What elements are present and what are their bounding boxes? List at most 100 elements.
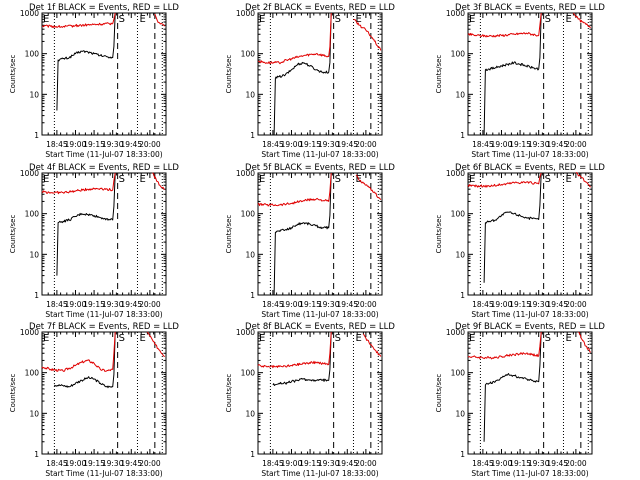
y-axis-label: Counts/sec <box>435 215 443 254</box>
x-tick-label: 19:00 <box>65 300 87 309</box>
x-tick-label: 18:45 <box>262 459 284 468</box>
plot-frame <box>257 172 383 296</box>
lld-series-line <box>257 331 332 369</box>
plot-frame <box>467 12 593 136</box>
plot-frame <box>41 172 167 296</box>
x-tick-label: 19:45 <box>120 140 142 149</box>
y-tick-label: 10 <box>29 409 39 418</box>
panel-title: Det 7f BLACK = Events, RED = LLD <box>29 322 179 332</box>
lld-series-line <box>257 12 332 65</box>
event-marker-s: S <box>545 14 551 25</box>
plot-frame <box>41 331 167 455</box>
lld-series-line <box>467 172 542 188</box>
x-tick-label: 19:30 <box>102 459 124 468</box>
y-axis-label: Counts/sec <box>225 374 233 413</box>
y-axis-label: Counts/sec <box>225 55 233 94</box>
x-tick-label: 19:15 <box>83 140 105 149</box>
y-tick-label: 10 <box>245 409 255 418</box>
lld-series-line <box>467 331 542 360</box>
event-marker-e: E <box>43 14 49 25</box>
event-marker-s: S <box>335 14 341 25</box>
x-tick-label: 19:30 <box>528 300 550 309</box>
events-series-line <box>483 12 542 136</box>
x-tick-label: 19:00 <box>281 300 303 309</box>
detector-panel-2: Det 2f BLACK = Events, RED = LLD 1 10 100 10… <box>225 3 395 159</box>
event-marker-e: E <box>43 333 49 344</box>
x-tick-label: 19:15 <box>299 300 321 309</box>
lld-series-line <box>257 172 332 207</box>
x-tick-label: 18:45 <box>46 140 68 149</box>
x-axis-label: Start Time (11-Jul-07 18:33:00) <box>45 469 162 478</box>
plot-frame <box>467 331 593 455</box>
x-tick-label: 20:00 <box>139 140 161 149</box>
x-tick-label: 18:45 <box>472 300 494 309</box>
y-tick-label: 1000 <box>446 169 465 178</box>
panel-title: Det 8f BLACK = Events, RED = LLD <box>245 322 395 332</box>
detector-panel-6: Det 6f BLACK = Events, RED = LLD 1 10 100 10… <box>435 163 605 319</box>
detector-panel-8: Det 8f BLACK = Events, RED = LLD 1 10 100 10… <box>225 322 395 478</box>
y-tick-label: 1 <box>34 291 39 300</box>
y-tick-label: 10 <box>29 90 39 99</box>
event-marker-e: E <box>565 333 571 344</box>
x-axis-label: Start Time (11-Jul-07 18:33:00) <box>261 310 378 319</box>
x-tick-label: 18:45 <box>46 459 68 468</box>
x-axis-label: Start Time (11-Jul-07 18:33:00) <box>45 150 162 159</box>
plot-frame <box>467 172 593 296</box>
event-marker-s: S <box>545 174 551 185</box>
events-series-line <box>273 172 332 296</box>
x-axis-label: Start Time (11-Jul-07 18:33:00) <box>471 150 588 159</box>
x-tick-label: 20:00 <box>355 459 377 468</box>
y-tick-label: 100 <box>241 50 256 59</box>
event-marker-e: E <box>355 333 361 344</box>
lld-series-line <box>355 174 382 201</box>
y-tick-label: 1000 <box>236 169 255 178</box>
lld-series-line <box>467 12 542 38</box>
x-tick-label: 20:00 <box>139 300 161 309</box>
x-tick-label: 18:45 <box>472 459 494 468</box>
x-tick-label: 19:15 <box>83 459 105 468</box>
y-tick-label: 1 <box>250 291 255 300</box>
lld-series-line <box>572 12 591 28</box>
x-tick-label: 19:30 <box>102 300 124 309</box>
event-marker-e: E <box>259 333 265 344</box>
x-tick-label: 19:30 <box>318 140 340 149</box>
x-tick-label: 20:00 <box>355 300 377 309</box>
y-tick-label: 100 <box>25 369 40 378</box>
x-tick-label: 19:45 <box>336 300 358 309</box>
y-tick-label: 1 <box>34 450 39 459</box>
x-tick-label: 19:15 <box>299 459 321 468</box>
detector-panel-5: Det 5f BLACK = Events, RED = LLD 1 10 100 10… <box>225 163 395 319</box>
y-tick-label: 10 <box>455 409 465 418</box>
panel-title: Det 1f BLACK = Events, RED = LLD <box>29 3 179 13</box>
y-tick-label: 10 <box>455 250 465 259</box>
y-tick-label: 1 <box>250 131 255 140</box>
event-marker-e: E <box>139 333 145 344</box>
x-tick-label: 19:00 <box>65 140 87 149</box>
x-axis-label: Start Time (11-Jul-07 18:33:00) <box>261 150 378 159</box>
event-marker-s: S <box>335 333 341 344</box>
lld-series-line <box>154 13 166 27</box>
x-tick-label: 19:45 <box>336 140 358 149</box>
y-tick-label: 100 <box>25 210 40 219</box>
y-tick-label: 100 <box>25 50 40 59</box>
x-tick-label: 19:15 <box>299 140 321 149</box>
y-axis-label: Counts/sec <box>9 55 17 94</box>
x-tick-label: 19:15 <box>83 300 105 309</box>
plot-frame <box>257 12 383 136</box>
x-axis-label: Start Time (11-Jul-07 18:33:00) <box>471 310 588 319</box>
y-tick-label: 1000 <box>20 328 39 337</box>
x-tick-label: 19:00 <box>65 459 87 468</box>
panel-title: Det 2f BLACK = Events, RED = LLD <box>245 3 395 13</box>
events-series-line <box>56 172 116 276</box>
lld-series-line <box>41 172 116 195</box>
detector-panel-9: Det 9f BLACK = Events, RED = LLD 1 10 100 10… <box>435 322 605 478</box>
panel-title: Det 4f BLACK = Events, RED = LLD <box>29 163 179 173</box>
lld-series-line <box>578 331 591 353</box>
x-tick-label: 19:15 <box>509 459 531 468</box>
panel-title: Det 5f BLACK = Events, RED = LLD <box>245 163 395 173</box>
y-tick-label: 1000 <box>236 9 255 18</box>
y-tick-label: 10 <box>245 250 255 259</box>
x-tick-label: 19:00 <box>491 140 513 149</box>
y-tick-label: 1000 <box>20 169 39 178</box>
y-tick-label: 100 <box>241 369 256 378</box>
